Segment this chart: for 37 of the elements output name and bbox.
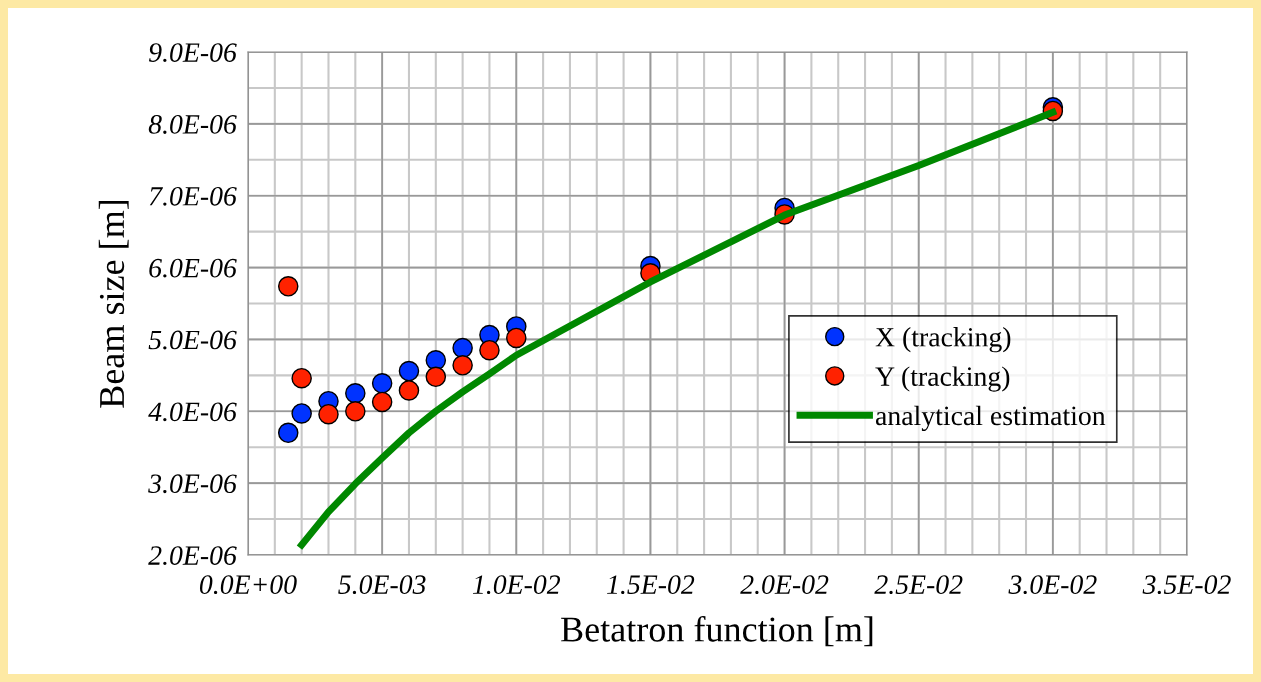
x-tick-label: 2.5E-02	[874, 575, 963, 595]
legend-label: Y (tracking)	[875, 366, 1010, 392]
point	[452, 355, 473, 376]
y-tick-label: 6.0E-06	[149, 258, 237, 278]
y-tick-label: 2.0E-06	[148, 546, 237, 566]
x-tick-label: 2.0E-02	[740, 575, 829, 595]
point	[291, 367, 312, 389]
x-axis-title: Betatron function [m]	[561, 615, 873, 647]
point	[425, 366, 447, 388]
y-tick-label: 9.0E-06	[148, 43, 237, 63]
y-axis-title: Beam size [m]	[98, 200, 129, 408]
point	[452, 337, 473, 359]
point	[398, 360, 420, 382]
x-tick-label: 1.0E-02	[472, 575, 561, 595]
x-tick-label: 1.5E-02	[607, 575, 695, 595]
legend-label: X (tracking)	[875, 327, 1011, 353]
point	[277, 275, 299, 297]
point	[318, 403, 339, 425]
x-tick-label: 5.0E-03	[338, 575, 426, 595]
y-tick-label: 8.0E-06	[148, 115, 237, 134]
y-tick-label: 4.0E-06	[148, 402, 237, 422]
point	[371, 391, 393, 413]
x-tick-label: 3.0E-02	[1008, 575, 1097, 595]
x-tick-label: 3.5E-02	[1142, 575, 1231, 595]
point	[345, 383, 366, 404]
y-tick-label: 3.0E-06	[148, 474, 237, 494]
point	[479, 339, 500, 361]
point	[291, 403, 312, 424]
point	[398, 380, 420, 401]
point	[345, 401, 366, 422]
legend-label: analytical estimation	[876, 405, 1106, 431]
y-tick-label: 5.0E-06	[148, 330, 237, 350]
point	[506, 327, 527, 349]
y-tick-label: 7.0E-06	[149, 186, 237, 206]
point	[277, 422, 299, 444]
point	[371, 372, 393, 394]
x-tick-label: 0.0E+00	[199, 575, 297, 595]
